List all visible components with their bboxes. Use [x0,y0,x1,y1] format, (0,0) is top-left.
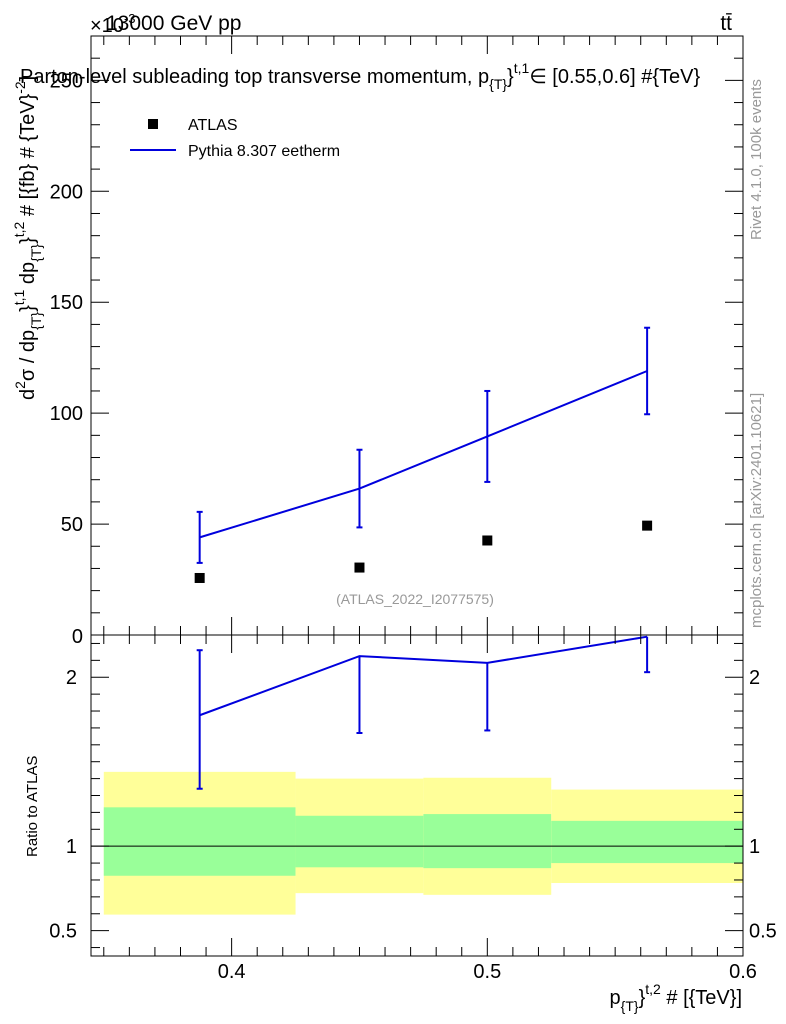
pythia-line [199,370,648,539]
atlas-data-point [354,562,365,573]
legend-marker-atlas [148,119,158,129]
ratio-mc-line [199,635,648,717]
legend-label-atlas: ATLAS [188,117,238,134]
atlas-data-point [194,572,205,583]
atlas-data-point [642,520,653,531]
legend-label-pythia: Pythia 8.307 eetherm [188,143,340,160]
analysis-tag: (ATLAS_2022_I2077575) [336,591,494,607]
uncertainty-band-green [103,807,296,876]
x-axis-label: p{T}}t,2 # [{TeV}] [610,981,742,1014]
uncertainty-band-green [551,820,743,864]
ratio-panel: 0.4 0.5 0.6 0.5 0.5 1 1 2 2 [49,634,777,983]
ratio-y-tick-label: 0.5 [49,921,77,943]
y-tick-label: 250 [50,70,83,92]
legend: ATLAS Pythia 8.307 eetherm [130,117,340,160]
ratio-y-axis-label: Ratio to ATLAS [24,756,41,857]
uncertainty-band-green [423,814,552,869]
uncertainty-band-green [295,815,424,868]
ratio-y-tick-label: 2 [66,667,77,689]
scale-factor: ×10-3 [90,11,136,37]
x-tick-label: 0.4 [218,961,246,983]
y-axis-label: d2σ / dp{T}}t,1 dp{T}}t,2 # [{fb} # {TeV… [11,76,44,400]
x-tick-label: 0.6 [729,961,757,983]
ratio-y-tick-label: 0.5 [749,921,777,943]
process-label: tt̄ [720,12,732,35]
y-tick-label: 50 [61,514,83,536]
energy-label: 13000 GeV pp [106,12,241,35]
ratio-y-tick-label: 1 [66,836,77,858]
atlas-data-point [482,535,493,546]
y-tick-label: 150 [50,292,83,314]
mcplots-label: mcplots.cern.ch [arXiv:2401.10621] [748,393,765,628]
ratio-y-tick-label: 1 [749,836,760,858]
y-tick-label: 200 [50,181,83,203]
y-tick-label: 100 [50,403,83,425]
y-tick-label: 0 [72,626,83,648]
ratio-y-tick-label: 2 [749,667,760,689]
rivet-label: Rivet 4.1.0, 100k events [748,79,765,240]
plot-title: Parton-level subleading top transverse m… [20,60,701,92]
x-tick-label: 0.5 [473,961,501,983]
